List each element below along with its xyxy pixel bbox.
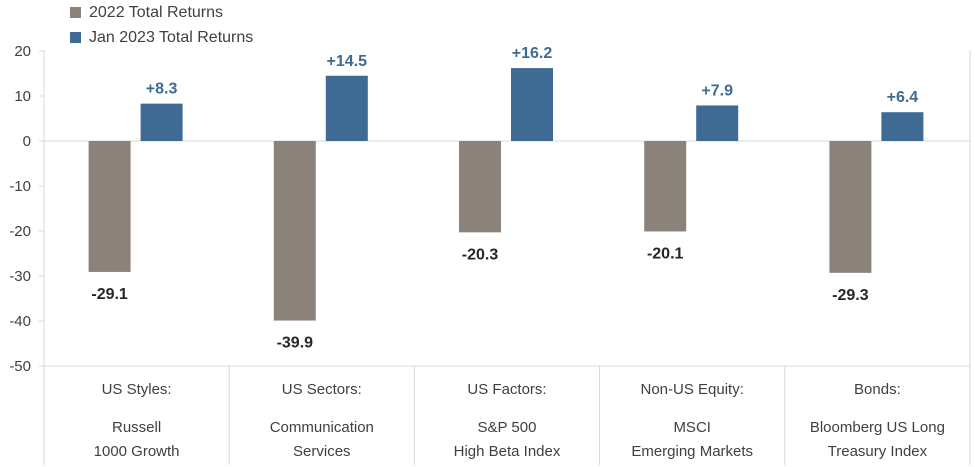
category-label: Emerging Markets <box>631 443 753 460</box>
category-label: S&P 500 <box>478 419 537 436</box>
data-label-jan-2023: +16.2 <box>512 45 553 62</box>
legend-label-jan-2023: Jan 2023 Total Returns <box>89 28 254 46</box>
bar-2022 <box>644 141 687 232</box>
data-label-jan-2023: +8.3 <box>146 81 178 98</box>
y-tick-label: 20 <box>14 43 31 60</box>
bar-2022 <box>829 141 872 273</box>
data-label-2022: -20.1 <box>647 245 684 262</box>
bar-2022 <box>88 141 131 272</box>
y-tick-label: -30 <box>9 268 31 285</box>
data-label-jan-2023: +7.9 <box>701 82 733 99</box>
category-label: Russell <box>112 419 161 436</box>
category-label: US Styles: <box>102 381 172 398</box>
bar-jan-2023 <box>696 105 739 141</box>
y-tick-label: -50 <box>9 358 31 375</box>
category-label: Communication <box>270 419 374 436</box>
category-label: Non-US Equity: <box>641 381 744 398</box>
bar-jan-2023 <box>511 68 553 141</box>
data-label-2022: -29.3 <box>832 287 869 304</box>
bar-jan-2023 <box>325 75 368 141</box>
category-label: Bloomberg US Long <box>810 419 945 436</box>
data-label-2022: -29.1 <box>91 286 128 303</box>
category-label: Services <box>293 443 351 460</box>
bar-2022 <box>459 141 501 233</box>
legend-swatch-jan-2023 <box>70 32 81 43</box>
category-label: High Beta Index <box>454 443 561 460</box>
data-label-2022: -39.9 <box>277 335 314 352</box>
bar-jan-2023 <box>881 112 924 141</box>
category-label: 1000 Growth <box>94 443 180 460</box>
legend-label-2022: 2022 Total Returns <box>89 3 224 21</box>
category-label: US Sectors: <box>282 381 362 398</box>
category-label: MSCI <box>673 419 711 436</box>
legend-item-2022: 2022 Total Returns <box>70 0 253 25</box>
category-label: Bonds: <box>854 381 901 398</box>
data-label-jan-2023: +14.5 <box>327 53 368 70</box>
y-tick-label: -20 <box>9 223 31 240</box>
data-label-2022: -20.3 <box>462 246 499 263</box>
category-label: US Factors: <box>467 381 546 398</box>
legend-item-jan-2023: Jan 2023 Total Returns <box>70 25 253 50</box>
y-tick-label: -10 <box>9 178 31 195</box>
category-label: Treasury Index <box>828 443 928 460</box>
y-tick-label: 10 <box>14 88 31 105</box>
legend: 2022 Total Returns Jan 2023 Total Return… <box>70 0 253 50</box>
legend-swatch-2022 <box>70 7 81 18</box>
bar-2022 <box>273 141 316 321</box>
y-tick-label: -40 <box>9 313 31 330</box>
data-label-jan-2023: +6.4 <box>887 89 919 106</box>
y-tick-label: 0 <box>23 133 31 150</box>
bar-jan-2023 <box>140 103 183 141</box>
